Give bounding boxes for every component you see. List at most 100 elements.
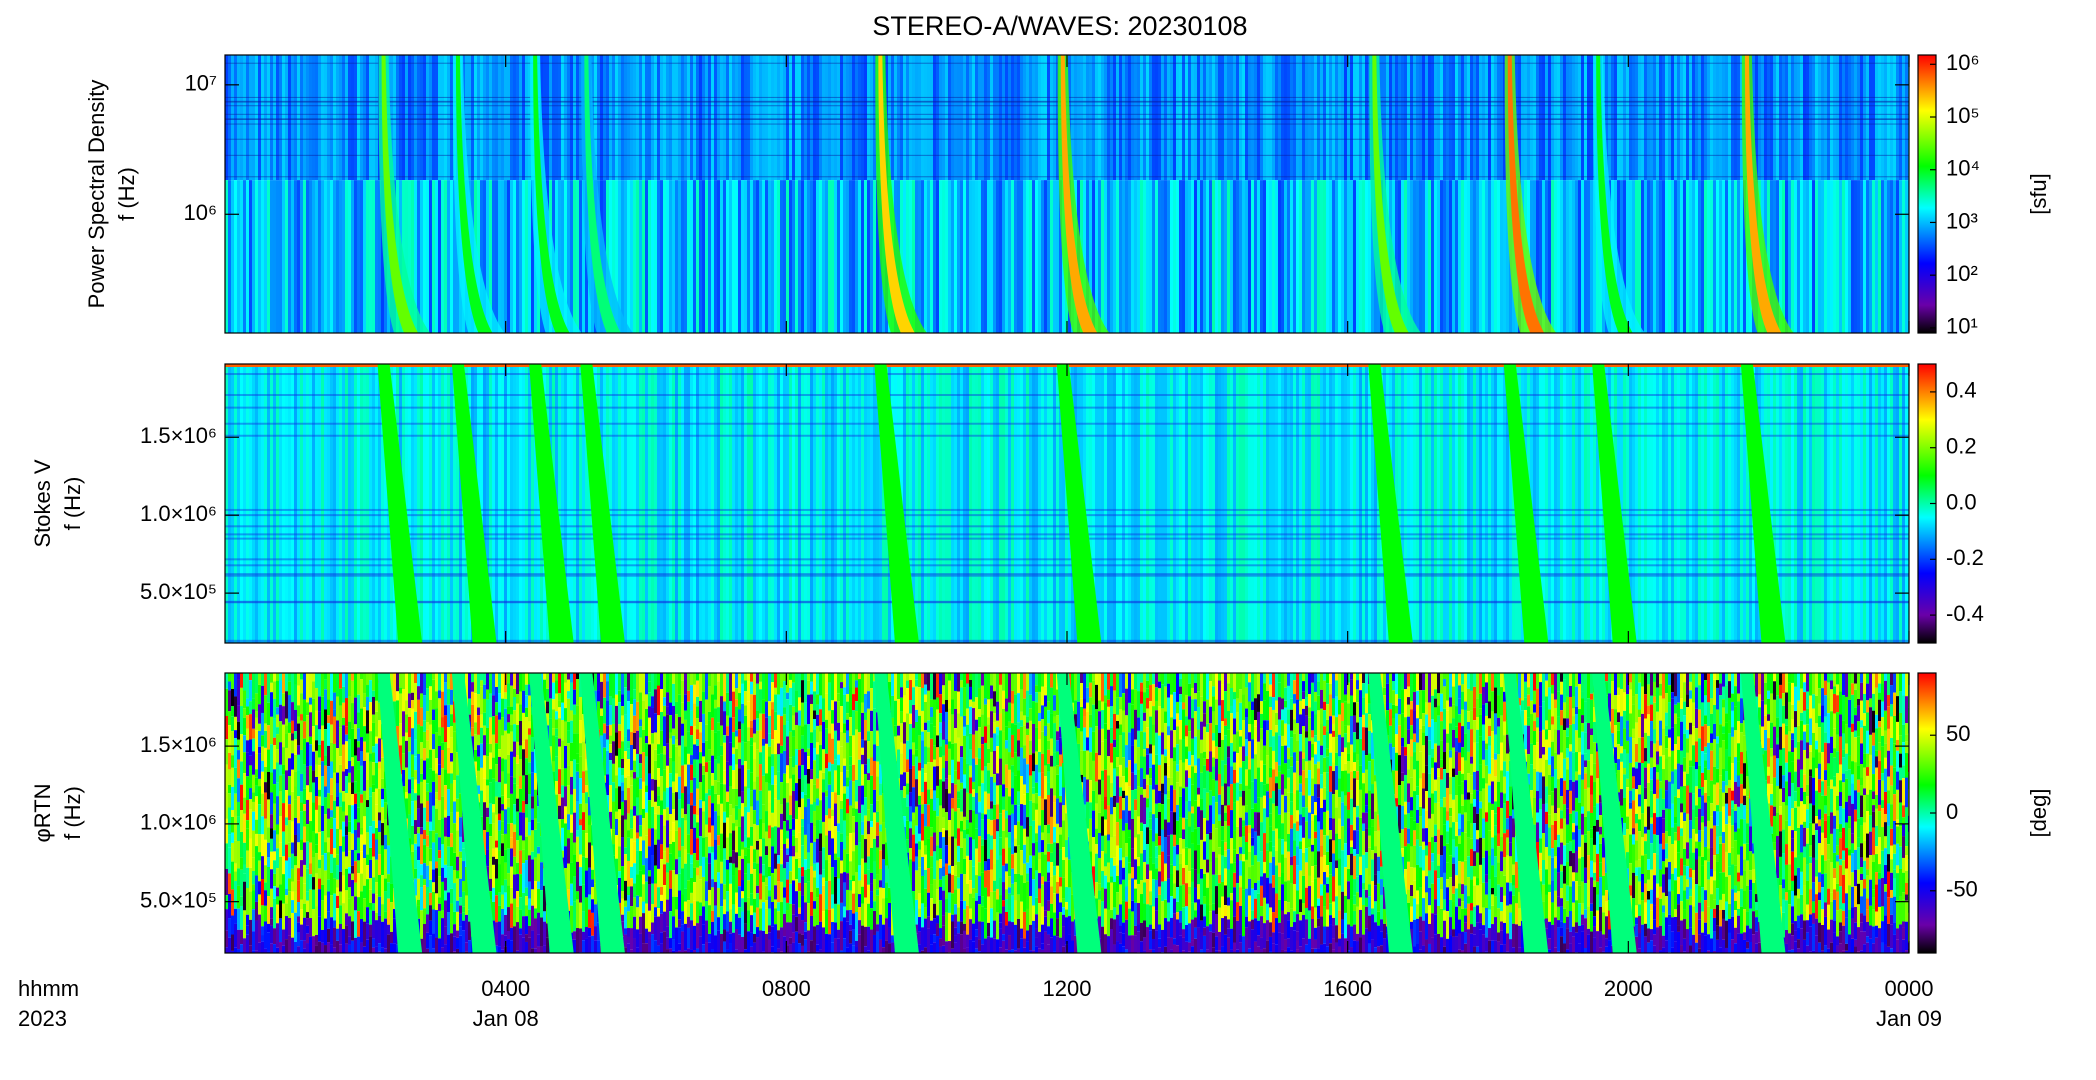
texture-bottom (1170, 180, 1173, 333)
texture-cell (696, 875, 699, 902)
texture-cell (621, 914, 624, 922)
burst (1744, 55, 1782, 333)
texture-stripe (930, 364, 933, 643)
texture-top (936, 55, 939, 181)
texture-cell (666, 706, 669, 715)
texture-top (1404, 55, 1407, 181)
texture-cell (522, 673, 525, 691)
texture-bottom (1317, 180, 1320, 333)
texture-bottom (348, 180, 351, 333)
texture-cell (510, 866, 513, 888)
texture-bottom (660, 180, 663, 333)
texture-cell (228, 725, 231, 753)
texture-cell (558, 693, 561, 701)
texture-top (999, 55, 1002, 181)
texture-stripe (1725, 364, 1728, 643)
texture-cell (744, 923, 747, 950)
texture-cell (786, 830, 789, 839)
texture-top (864, 55, 867, 181)
texture-top (1623, 55, 1626, 181)
texture-cell (615, 673, 618, 695)
texture-top (603, 55, 606, 181)
texture-cell (609, 760, 612, 786)
texture-cell (336, 928, 339, 941)
texture-top (1422, 55, 1425, 181)
texture-top (1005, 55, 1008, 181)
texture-cell (519, 720, 522, 746)
texture-cell (630, 744, 633, 771)
texture-cell (555, 736, 558, 757)
texture-cell (726, 837, 729, 860)
texture-top (261, 55, 264, 181)
texture-cell (345, 913, 348, 926)
texture-cell (348, 821, 351, 833)
texture-cell (558, 805, 561, 820)
texture-cell (561, 797, 564, 820)
texture-cell (369, 680, 372, 703)
texture-top (1182, 55, 1185, 181)
texture-cell (303, 738, 306, 765)
texture-cell (282, 693, 285, 707)
texture-cell (606, 774, 609, 796)
texture-cell (231, 934, 234, 951)
texture-cell (711, 694, 714, 718)
texture-cell (645, 943, 648, 953)
texture-cell (735, 949, 738, 953)
texture-cell (360, 942, 363, 953)
texture-cell (543, 921, 546, 929)
texture-top (1419, 55, 1422, 181)
texture-bottom (612, 180, 615, 333)
texture-top (627, 55, 630, 181)
texture-bottom (1128, 180, 1131, 333)
texture-cell (777, 938, 780, 949)
texture-cell (768, 932, 771, 940)
texture-cell (300, 679, 303, 694)
texture-cell (426, 783, 429, 792)
texture-cell (780, 849, 783, 865)
texture-cell (510, 731, 513, 752)
texture-cell (525, 673, 528, 685)
texture-bottom (573, 180, 576, 333)
texture-bottom (1446, 180, 1449, 333)
texture-top (255, 55, 258, 181)
texture-cell (453, 801, 456, 824)
texture-top (1872, 55, 1875, 181)
texture-cell (579, 819, 582, 826)
texture-cell (315, 725, 318, 741)
texture-cell (495, 859, 498, 879)
texture-stripe (273, 364, 276, 643)
texture-cell (741, 841, 744, 850)
texture-cell (297, 745, 300, 755)
texture-cell (231, 889, 234, 916)
texture-top (1899, 55, 1902, 181)
texture-top (657, 55, 660, 181)
texture-stripe (936, 364, 939, 643)
texture-cell (741, 858, 744, 881)
texture-cell (657, 916, 660, 946)
texture-cell (414, 868, 417, 879)
texture-top (372, 55, 375, 181)
texture-cell (354, 673, 357, 698)
texture-bottom (1593, 180, 1596, 333)
texture-cell (501, 834, 504, 844)
texture-bottom (1134, 180, 1137, 333)
texture-cell (729, 856, 732, 863)
texture-cell (630, 838, 633, 867)
texture-bottom (816, 180, 819, 333)
texture-cell (663, 864, 666, 886)
texture-top (1725, 55, 1728, 181)
texture-cell (270, 792, 273, 815)
texture-bottom (939, 180, 942, 333)
texture-cell (678, 919, 681, 928)
texture-stripe (1362, 364, 1365, 643)
texture-cell (318, 878, 321, 890)
texture-cell (690, 854, 693, 864)
texture-top (1239, 55, 1242, 181)
texture-stripe (1749, 364, 1752, 643)
colorbar-tick-label: 10⁴ (1946, 156, 1980, 181)
texture-cell (780, 864, 783, 882)
texture-cell (423, 760, 426, 780)
texture-cell (495, 878, 498, 896)
texture-bottom (1632, 180, 1635, 333)
texture-cell (570, 776, 573, 795)
